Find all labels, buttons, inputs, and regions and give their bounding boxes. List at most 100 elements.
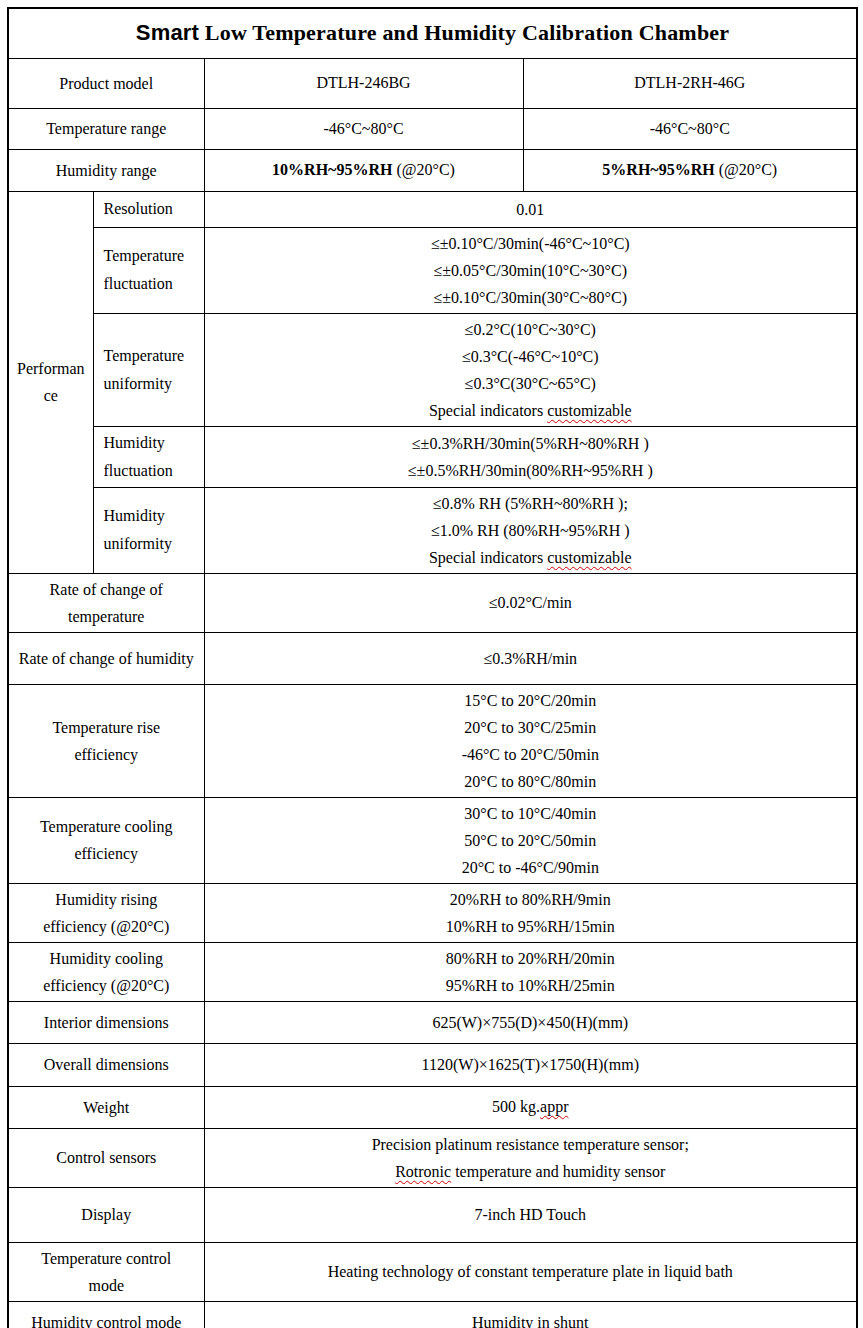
rate-temp-value: ≤0.02°C/min — [204, 573, 857, 632]
humidity-range-b-value: 5%RH~95%RH — [602, 161, 714, 178]
temp-control-mode-label: Temperature control mode — [8, 1242, 204, 1301]
humidity-rising-label: Humidity rising efficiency (@20°C) — [8, 883, 204, 942]
humidity-cooling-row: Humidity cooling efficiency (@20°C) 80%R… — [8, 942, 857, 1001]
title-text: Low Temperature and Humidity Calibration… — [205, 20, 729, 45]
temperature-uniformity-value: ≤0.2°C(10°C~30°C)≤0.3°C(-46°C~10°C)≤0.3°… — [204, 313, 857, 426]
special-indicators-text: Special indicators — [429, 402, 547, 419]
value-line: 20°C to -46°C/90min — [209, 854, 853, 881]
value-line: ≤±0.5%RH/30min(80%RH~95%RH ) — [209, 457, 853, 484]
performance-group-label: Performance — [8, 191, 93, 573]
display-value: 7-inch HD Touch — [204, 1187, 857, 1242]
weight-label: Weight — [8, 1086, 204, 1128]
spec-sheet-page: { "title": { "brand": "Smart", "rest": "… — [0, 0, 863, 1328]
value-line: ≤0.3°C(30°C~65°C) — [209, 370, 853, 397]
value-line: 0.01 — [209, 196, 853, 223]
title-brand: Smart — [136, 20, 199, 45]
humidity-control-mode-row: Humidity control mode Humidity in shunt — [8, 1301, 857, 1328]
rate-of-change-humidity-row: Rate of change of humidity ≤0.3%RH/min — [8, 632, 857, 684]
value-line: 20%RH to 80%RH/9min — [209, 886, 853, 913]
humidity-range-a: 10%RH~95%RH (@20°C) — [204, 149, 523, 191]
spellcheck-word: Rotronic — [395, 1163, 451, 1180]
value-line: 80%RH to 20%RH/20min — [209, 945, 853, 972]
value-line: ≤±0.05°C/30min(10°C~30°C) — [209, 257, 853, 284]
value-lines: ≤0.2°C(10°C~30°C)≤0.3°C(-46°C~10°C)≤0.3°… — [209, 316, 853, 397]
control-sensors-row: Control sensors Precision platinum resis… — [8, 1128, 857, 1187]
temperature-uniformity-label: Temperature uniformity — [93, 313, 204, 426]
special-indicators-note: Special indicators customizable — [209, 544, 853, 571]
temperature-uniformity-row: Temperature uniformity ≤0.2°C(10°C~30°C)… — [8, 313, 857, 426]
spellcheck-word: customizable — [547, 549, 631, 566]
value-line: ≤1.0% RH (80%RH~95%RH ) — [209, 517, 853, 544]
product-model-label: Product model — [8, 58, 204, 108]
special-indicators-note: Special indicators customizable — [209, 397, 853, 424]
temp-rise-value: 15°C to 20°C/20min20°C to 30°C/25min-46°… — [204, 684, 857, 797]
humidity-uniformity-value: ≤0.8% RH (5%RH~80%RH );≤1.0% RH (80%RH~9… — [204, 487, 857, 573]
value-line: -46°C to 20°C/50min — [209, 741, 853, 768]
temperature-cooling-row: Temperature cooling efficiency 30°C to 1… — [8, 797, 857, 883]
value-line: 30°C to 10°C/40min — [209, 800, 853, 827]
value-line: 50°C to 20°C/50min — [209, 827, 853, 854]
temperature-range-a: -46°C~80°C — [204, 108, 523, 149]
humidity-range-b: 5%RH~95%RH (@20°C) — [523, 149, 857, 191]
value-lines: ≤0.8% RH (5%RH~80%RH );≤1.0% RH (80%RH~9… — [209, 490, 853, 544]
value-line: 20°C to 80°C/80min — [209, 768, 853, 795]
product-model-row: Product model DTLH-246BG DTLH-2RH-46G — [8, 58, 857, 108]
humidity-fluctuation-label: Humidity fluctuation — [93, 426, 204, 487]
value-line: ≤0.8% RH (5%RH~80%RH ); — [209, 490, 853, 517]
value-line: Heating technology of constant temperatu… — [209, 1258, 853, 1285]
weight-text: 500 kg. — [492, 1098, 540, 1115]
temp-cooling-value: 30°C to 10°C/40min50°C to 20°C/50min20°C… — [204, 797, 857, 883]
rate-humidity-label: Rate of change of humidity — [8, 632, 204, 684]
value-line: ≤0.3°C(-46°C~10°C) — [209, 343, 853, 370]
page-title: Smart Low Temperature and Humidity Calib… — [8, 8, 857, 58]
spellcheck-word: appr — [540, 1098, 568, 1115]
spec-table: Smart Low Temperature and Humidity Calib… — [7, 7, 858, 1328]
humidity-cooling-value: 80%RH to 20%RH/20min95%RH to 10%RH/25min — [204, 942, 857, 1001]
humidity-uniformity-label: Humidity uniformity — [93, 487, 204, 573]
title-row: Smart Low Temperature and Humidity Calib… — [8, 8, 857, 58]
temp-rise-label: Temperature rise efficiency — [8, 684, 204, 797]
humidity-control-mode-value: Humidity in shunt — [204, 1301, 857, 1328]
humidity-uniformity-row: Humidity uniformity ≤0.8% RH (5%RH~80%RH… — [8, 487, 857, 573]
value-line: 15°C to 20°C/20min — [209, 687, 853, 714]
temperature-rise-row: Temperature rise efficiency 15°C to 20°C… — [8, 684, 857, 797]
weight-row: Weight 500 kg.appr — [8, 1086, 857, 1128]
humidity-rising-row: Humidity rising efficiency (@20°C) 20%RH… — [8, 883, 857, 942]
weight-value: 500 kg.appr — [204, 1086, 857, 1128]
control-sensors-value: Precision platinum resistance temperatur… — [204, 1128, 857, 1187]
display-label: Display — [8, 1187, 204, 1242]
humidity-range-row: Humidity range 10%RH~95%RH (@20°C) 5%RH~… — [8, 149, 857, 191]
temperature-range-label: Temperature range — [8, 108, 204, 149]
humidity-fluctuation-value: ≤±0.3%RH/30min(5%RH~80%RH )≤±0.5%RH/30mi… — [204, 426, 857, 487]
interior-dimensions-label: Interior dimensions — [8, 1001, 204, 1043]
sensor-line-1: Precision platinum resistance temperatur… — [209, 1131, 853, 1158]
spellcheck-word: customizable — [547, 402, 631, 419]
temperature-range-b: -46°C~80°C — [523, 108, 857, 149]
product-model-b: DTLH-2RH-46G — [523, 58, 857, 108]
control-sensors-label: Control sensors — [8, 1128, 204, 1187]
temperature-fluctuation-label: Temperature fluctuation — [93, 227, 204, 313]
value-line: ≤±0.10°C/30min(30°C~80°C) — [209, 284, 853, 311]
value-line: Humidity in shunt — [209, 1309, 853, 1328]
overall-dimensions-row: Overall dimensions 1120(W)×1625(T)×1750(… — [8, 1043, 857, 1086]
interior-dimensions-row: Interior dimensions 625(W)×755(D)×450(H)… — [8, 1001, 857, 1043]
humidity-range-a-note: (@20°C) — [396, 161, 454, 178]
interior-dimensions-value: 625(W)×755(D)×450(H)(mm) — [204, 1001, 857, 1043]
sensor-line-2-text: temperature and humidity sensor — [451, 1163, 665, 1180]
humidity-range-a-value: 10%RH~95%RH — [272, 161, 392, 178]
rate-of-change-temperature-row: Rate of change of temperature ≤0.02°C/mi… — [8, 573, 857, 632]
value-line: ≤0.3%RH/min — [209, 645, 853, 672]
humidity-control-mode-label: Humidity control mode — [8, 1301, 204, 1328]
special-indicators-text: Special indicators — [429, 549, 547, 566]
temperature-fluctuation-row: Temperature fluctuation ≤±0.10°C/30min(-… — [8, 227, 857, 313]
value-line: ≤±0.3%RH/30min(5%RH~80%RH ) — [209, 430, 853, 457]
product-model-a: DTLH-246BG — [204, 58, 523, 108]
value-line: ≤0.2°C(10°C~30°C) — [209, 316, 853, 343]
humidity-range-label: Humidity range — [8, 149, 204, 191]
value-line: 10%RH to 95%RH/15min — [209, 913, 853, 940]
display-row: Display 7-inch HD Touch — [8, 1187, 857, 1242]
humidity-range-b-note: (@20°C) — [719, 161, 777, 178]
humidity-fluctuation-row: Humidity fluctuation ≤±0.3%RH/30min(5%RH… — [8, 426, 857, 487]
sensor-line-2: Rotronic temperature and humidity sensor — [209, 1158, 853, 1185]
resolution-label: Resolution — [93, 191, 204, 227]
